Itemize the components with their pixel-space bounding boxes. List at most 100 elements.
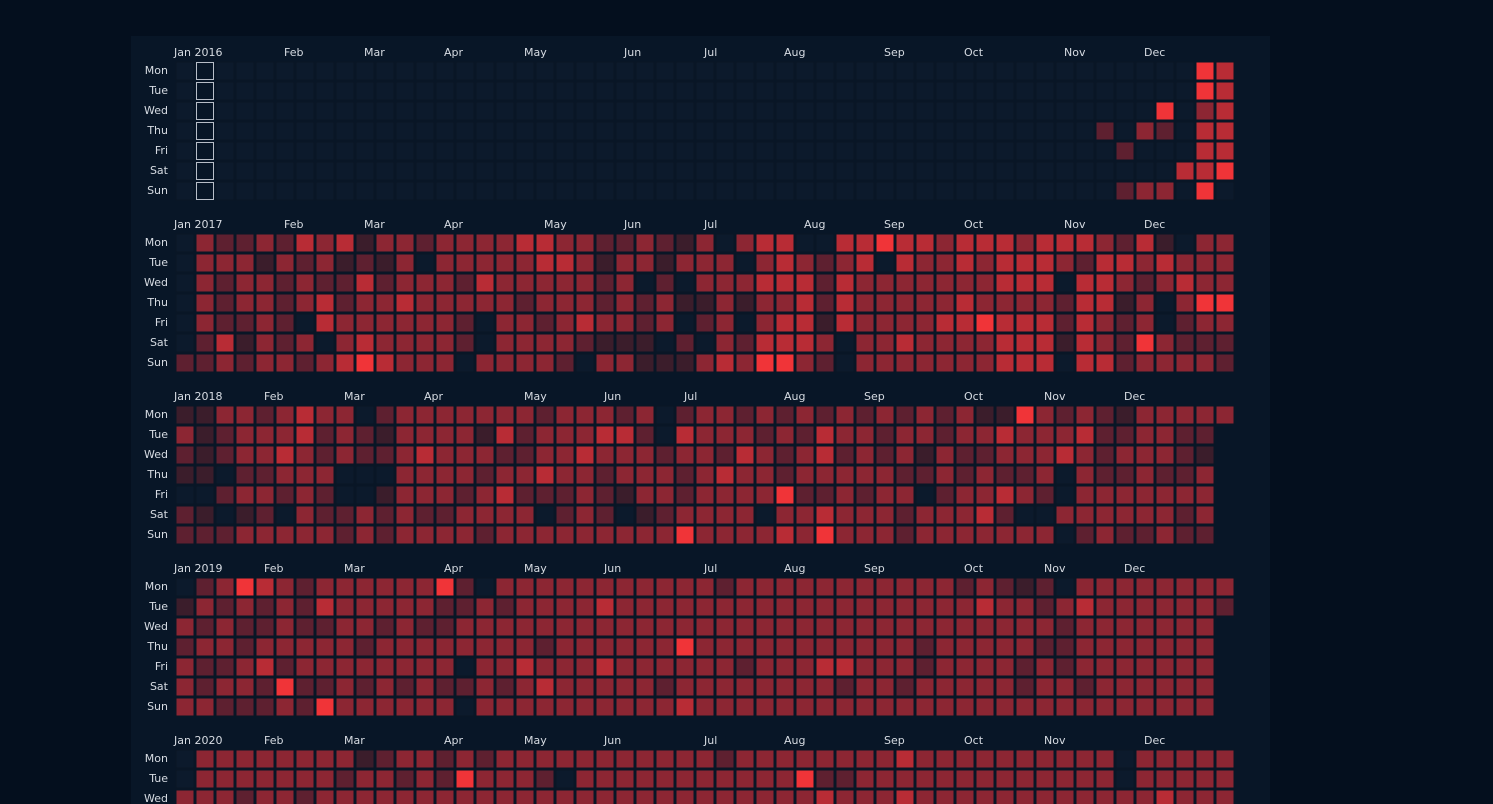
day-cell [435,425,455,445]
day-cell [615,465,635,485]
day-cell [1015,485,1035,505]
day-cell [1015,293,1035,313]
day-cell [615,405,635,425]
day-cell [955,293,975,313]
day-cell [455,61,475,81]
day-cell [715,121,735,141]
day-cell [895,353,915,373]
day-cell [995,313,1015,333]
day-cell [515,273,535,293]
day-cell [475,657,495,677]
day-cell [1075,333,1095,353]
day-cell [755,789,775,804]
day-cell [775,61,795,81]
day-cell [635,769,655,789]
day-cell [395,141,415,161]
day-cell [1035,445,1055,465]
day-cell [895,769,915,789]
day-cell [915,121,935,141]
day-cell [935,577,955,597]
day-cell [595,405,615,425]
day-cell [295,677,315,697]
day-cell [755,657,775,677]
day-cell [515,233,535,253]
day-cell [495,405,515,425]
day-cell [875,617,895,637]
day-cell [895,749,915,769]
day-cell [555,101,575,121]
day-cell [615,425,635,445]
month-label: Aug [804,218,825,231]
day-cell [595,121,615,141]
day-cell [1015,121,1035,141]
day-cell [355,233,375,253]
day-cell [355,253,375,273]
day-cell [195,769,215,789]
day-cell [475,333,495,353]
day-cell [715,677,735,697]
day-cell [555,465,575,485]
day-cell [675,293,695,313]
day-cell [335,353,355,373]
day-cell [975,485,995,505]
month-label: Jun [623,218,641,231]
day-cell [335,101,355,121]
day-cell [1055,333,1075,353]
day-cell [1215,353,1235,373]
day-cell [1195,617,1215,637]
day-cell [275,101,295,121]
day-cell [295,749,315,769]
day-cell [395,425,415,445]
day-cell [655,233,675,253]
day-cell [1175,273,1195,293]
day-cell [295,465,315,485]
day-cell [695,141,715,161]
day-cell [195,445,215,465]
day-cell [415,293,435,313]
day-cell [1055,253,1075,273]
day-cell [695,293,715,313]
weekday-label: Sat [150,508,169,521]
day-cell [515,789,535,804]
day-cell [595,425,615,445]
day-cell [1015,445,1035,465]
day-cell [855,425,875,445]
day-cell [375,769,395,789]
day-cell [1175,121,1195,141]
day-cell [315,181,335,201]
day-cell [635,505,655,525]
day-cell [635,405,655,425]
day-cell [835,405,855,425]
day-cell [1015,525,1035,545]
day-cell [595,313,615,333]
day-cell [375,313,395,333]
day-cell [255,445,275,465]
day-cell [175,789,195,804]
day-cell [1055,81,1075,101]
day-cell [1175,161,1195,181]
day-cell [895,525,915,545]
day-cell [795,101,815,121]
day-cell [855,505,875,525]
day-cell [315,273,335,293]
day-cell [815,769,835,789]
day-cell [1155,333,1175,353]
day-cell [895,697,915,717]
day-cell [595,161,615,181]
day-cell [655,789,675,804]
day-cell [735,445,755,465]
day-cell [355,485,375,505]
day-cell [835,101,855,121]
day-cell [775,121,795,141]
day-cell [855,577,875,597]
day-cell [1115,465,1135,485]
day-cell [395,617,415,637]
day-cell [795,253,815,273]
day-cell [835,141,855,161]
day-cell [555,677,575,697]
month-label: Oct [964,562,984,575]
day-cell [595,485,615,505]
day-cell [995,677,1015,697]
day-cell [795,697,815,717]
day-cell [175,425,195,445]
